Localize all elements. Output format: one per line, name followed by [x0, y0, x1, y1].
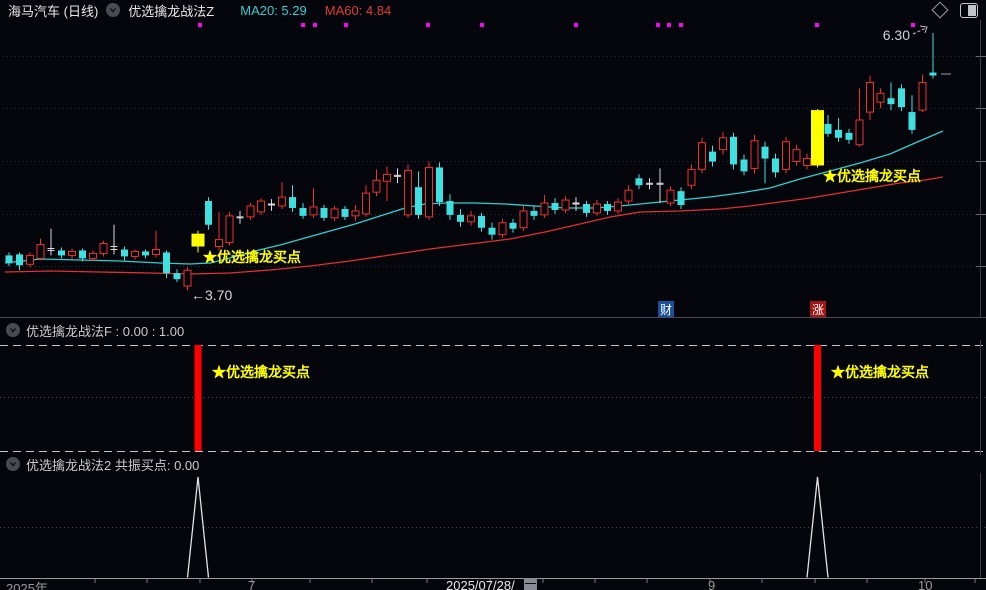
date-axis[interactable]: 2025年 7 2025/07/28/ 一 9 10	[0, 577, 986, 590]
svg-text:财: 财	[660, 303, 672, 317]
svg-text:6.30: 6.30	[883, 27, 910, 43]
chevron-down-icon[interactable]	[6, 323, 20, 337]
panel3-title: 优选擒龙战法2 共振买点: 0.00	[26, 457, 200, 473]
panel2-title: 优选擒龙战法F : 0.00 : 1.00	[26, 323, 185, 339]
svg-text:★优选擒龙买点: ★优选擒龙买点	[823, 168, 921, 184]
candlestick-chart[interactable]: 财 涨 6.30 ←3.70 ★优选擒龙买点 ★优选擒龙买点	[0, 20, 986, 318]
selected-weekday-box: 一	[524, 577, 537, 590]
chevron-down-icon[interactable]	[106, 3, 121, 17]
triangle-signal-panel[interactable]	[0, 473, 986, 590]
svg-text:★优选擒龙买点: ★优选擒龙买点	[212, 364, 310, 380]
ma20-value: MA20: 5.29	[240, 2, 307, 18]
ma60-value: MA60: 4.84	[324, 2, 392, 18]
main-indicator-name[interactable]: 优选擒龙战法Z	[128, 3, 215, 19]
axis-label-selected-date: 2025/07/28/	[446, 578, 515, 590]
axis-label-month: 10	[918, 578, 933, 590]
svg-text:涨: 涨	[812, 302, 824, 317]
split-pane-icon[interactable]	[960, 2, 978, 18]
panel2-header[interactable]: 优选擒龙战法F : 0.00 : 1.00	[0, 320, 986, 340]
svg-text:★优选擒龙买点: ★优选擒龙买点	[831, 364, 929, 380]
axis-label-month: 7	[248, 578, 256, 590]
axis-label-year: 2025年	[6, 581, 48, 590]
diamond-icon[interactable]	[931, 1, 949, 19]
stock-name[interactable]: 海马汽车 (日线)	[8, 3, 99, 19]
svg-text:←3.70: ←3.70	[191, 287, 232, 303]
axis-label-month: 9	[708, 578, 716, 590]
svg-text:★优选擒龙买点: ★优选擒龙买点	[203, 249, 301, 265]
title-bar: 海马汽车 (日线) 优选擒龙战法Z MA20: 5.29 MA60: 4.84	[0, 0, 986, 20]
signal-bar-panel[interactable]: ★优选擒龙买点 ★优选擒龙买点	[0, 340, 986, 455]
panel3-header[interactable]: 优选擒龙战法2 共振买点: 0.00	[0, 454, 986, 474]
chevron-down-icon[interactable]	[6, 457, 20, 471]
